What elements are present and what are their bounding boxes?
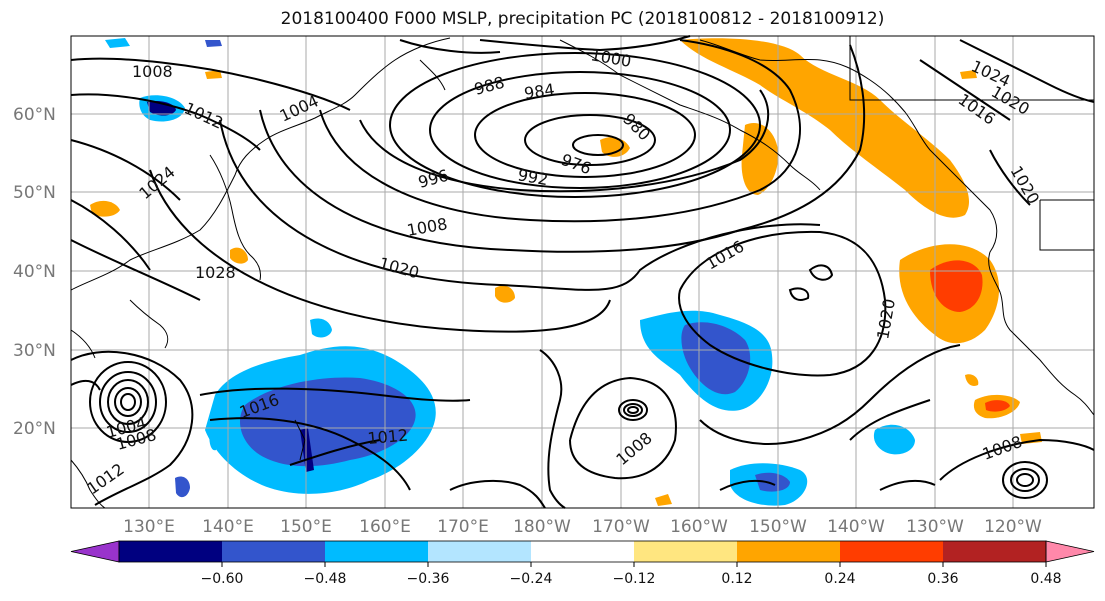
lat-label: 20°N: [13, 419, 56, 439]
colorbar: −0.60 −0.48 −0.36 −0.24 −0.12 0.12 0.24 0.36 0.4…: [70, 540, 1095, 587]
lon-label: 150°W: [749, 517, 807, 537]
lon-label: 170°W: [592, 517, 650, 537]
lon-label: 150°E: [280, 517, 332, 537]
map-panel: 1008 1012 1004 1000 988 984 980 976 996 …: [70, 35, 1095, 509]
graticule: [71, 36, 1094, 508]
lat-label: 40°N: [13, 262, 56, 282]
colorbar-segment: [222, 541, 326, 562]
isobar-label: 1012: [367, 426, 409, 448]
colorbar-tick-label: −0.60: [201, 571, 244, 587]
lon-label: 140°E: [202, 517, 254, 537]
colorbar-segment: [119, 541, 223, 562]
colorbar-segment: [531, 541, 635, 562]
lon-label: 160°E: [359, 517, 411, 537]
colorbar-segment: [634, 541, 738, 562]
colorbar-extension-low: [70, 540, 120, 563]
colorbar-border: [118, 540, 1047, 563]
lon-label: 140°W: [827, 517, 885, 537]
colorbar-tick-label: 0.12: [721, 571, 752, 587]
longitude-labels: 130°E 140°E 150°E 160°E 170°E 180°W 170°…: [123, 517, 1042, 537]
colorbar-segment: [840, 541, 944, 562]
colorbar-tick-label: 0.36: [927, 571, 958, 587]
isobar-label: 1008: [132, 62, 173, 81]
latitude-labels: 60°N 50°N 40°N 30°N 20°N: [13, 105, 56, 439]
colorbar-segment: [737, 541, 841, 562]
isobar-label: 984: [523, 80, 556, 103]
lon-label: 160°W: [670, 517, 728, 537]
map-border: [70, 35, 1095, 509]
colorbar-tick-label: −0.48: [304, 571, 347, 587]
colorbar-segment: [428, 541, 532, 562]
colorbar-segment: [325, 541, 429, 562]
lat-label: 30°N: [13, 341, 56, 361]
coastlines: [70, 36, 1095, 509]
colorbar-segment: [943, 541, 1047, 562]
lat-label: 50°N: [13, 183, 56, 203]
colorbar-extension-high: [1045, 540, 1095, 563]
lat-label: 60°N: [13, 105, 56, 125]
colorbar-tick-label: 0.48: [1030, 571, 1061, 587]
lon-label: 170°E: [437, 517, 489, 537]
isobar-label: 1028: [195, 263, 236, 282]
colorbar-tick-label: 0.24: [824, 571, 855, 587]
isobars: [70, 35, 1095, 509]
colorbar-tick-label: −0.12: [613, 571, 656, 587]
lon-label: 130°W: [906, 517, 964, 537]
lon-label: 130°E: [123, 517, 175, 537]
colorbar-tick-label: −0.36: [407, 571, 450, 587]
colorbar-tick-label: −0.24: [510, 571, 553, 587]
lon-label: 120°W: [984, 517, 1042, 537]
map-title: 2018100400 F000 MSLP, precipitation PC (…: [280, 9, 885, 29]
lon-label: 180°W: [513, 517, 571, 537]
